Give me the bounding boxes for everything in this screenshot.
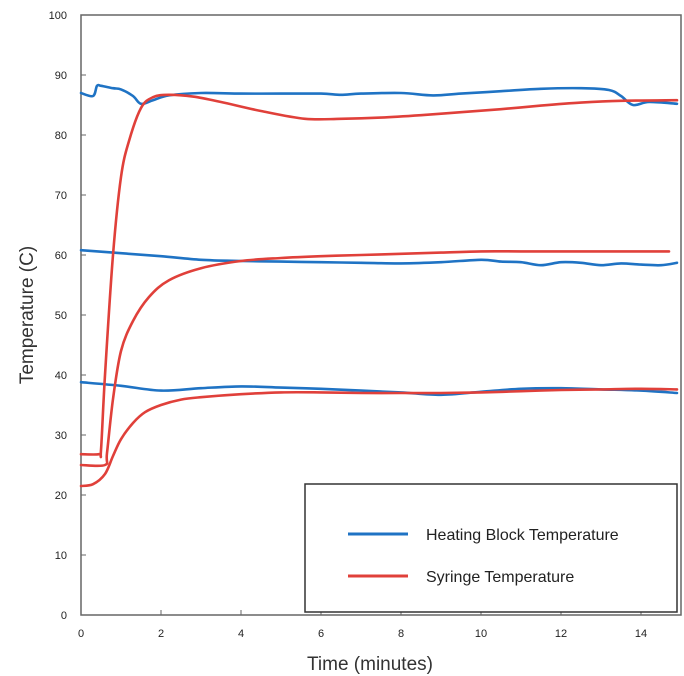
x-tick-label: 4: [238, 628, 244, 640]
y-axis-title: Temperature (C): [17, 246, 38, 384]
legend-box: [304, 483, 678, 613]
legend: Heating Block Temperature Syringe Temper…: [304, 483, 678, 613]
x-tick-label: 6: [318, 628, 324, 640]
y-tick-label: 30: [55, 430, 67, 442]
series-line-syringe-4: [79, 250, 671, 468]
y-tick-label: 70: [55, 190, 67, 202]
y-tick-label: 10: [55, 550, 67, 562]
series-line-syringe-3: [79, 93, 679, 459]
x-tick-label: 8: [398, 628, 404, 640]
x-axis: 0 2 4 6 8 10 12 14: [78, 610, 647, 640]
legend-label-heating-block: Heating Block Temperature: [426, 527, 619, 544]
y-axis: 0 10 20 30 40 50 60 70 80 90 100: [49, 10, 86, 622]
y-tick-label: 50: [55, 310, 67, 322]
x-tick-label: 14: [635, 628, 647, 640]
x-tick-label: 12: [555, 628, 567, 640]
x-axis-title: Time (minutes): [307, 654, 433, 675]
series-layer: [79, 83, 679, 488]
y-tick-label: 40: [55, 370, 67, 382]
y-tick-label: 80: [55, 130, 67, 142]
series-line-heating-block-1: [79, 248, 679, 267]
legend-label-syringe: Syringe Temperature: [426, 569, 574, 586]
x-tick-label: 10: [475, 628, 487, 640]
y-tick-label: 90: [55, 70, 67, 82]
y-tick-label: 20: [55, 490, 67, 502]
y-tick-label: 100: [49, 10, 67, 22]
y-tick-label: 0: [61, 610, 67, 622]
y-tick-label: 60: [55, 250, 67, 262]
x-tick-label: 2: [158, 628, 164, 640]
series-line-heating-block-0: [79, 83, 679, 107]
x-tick-label: 0: [78, 628, 84, 640]
series-line-syringe-5: [79, 387, 679, 488]
